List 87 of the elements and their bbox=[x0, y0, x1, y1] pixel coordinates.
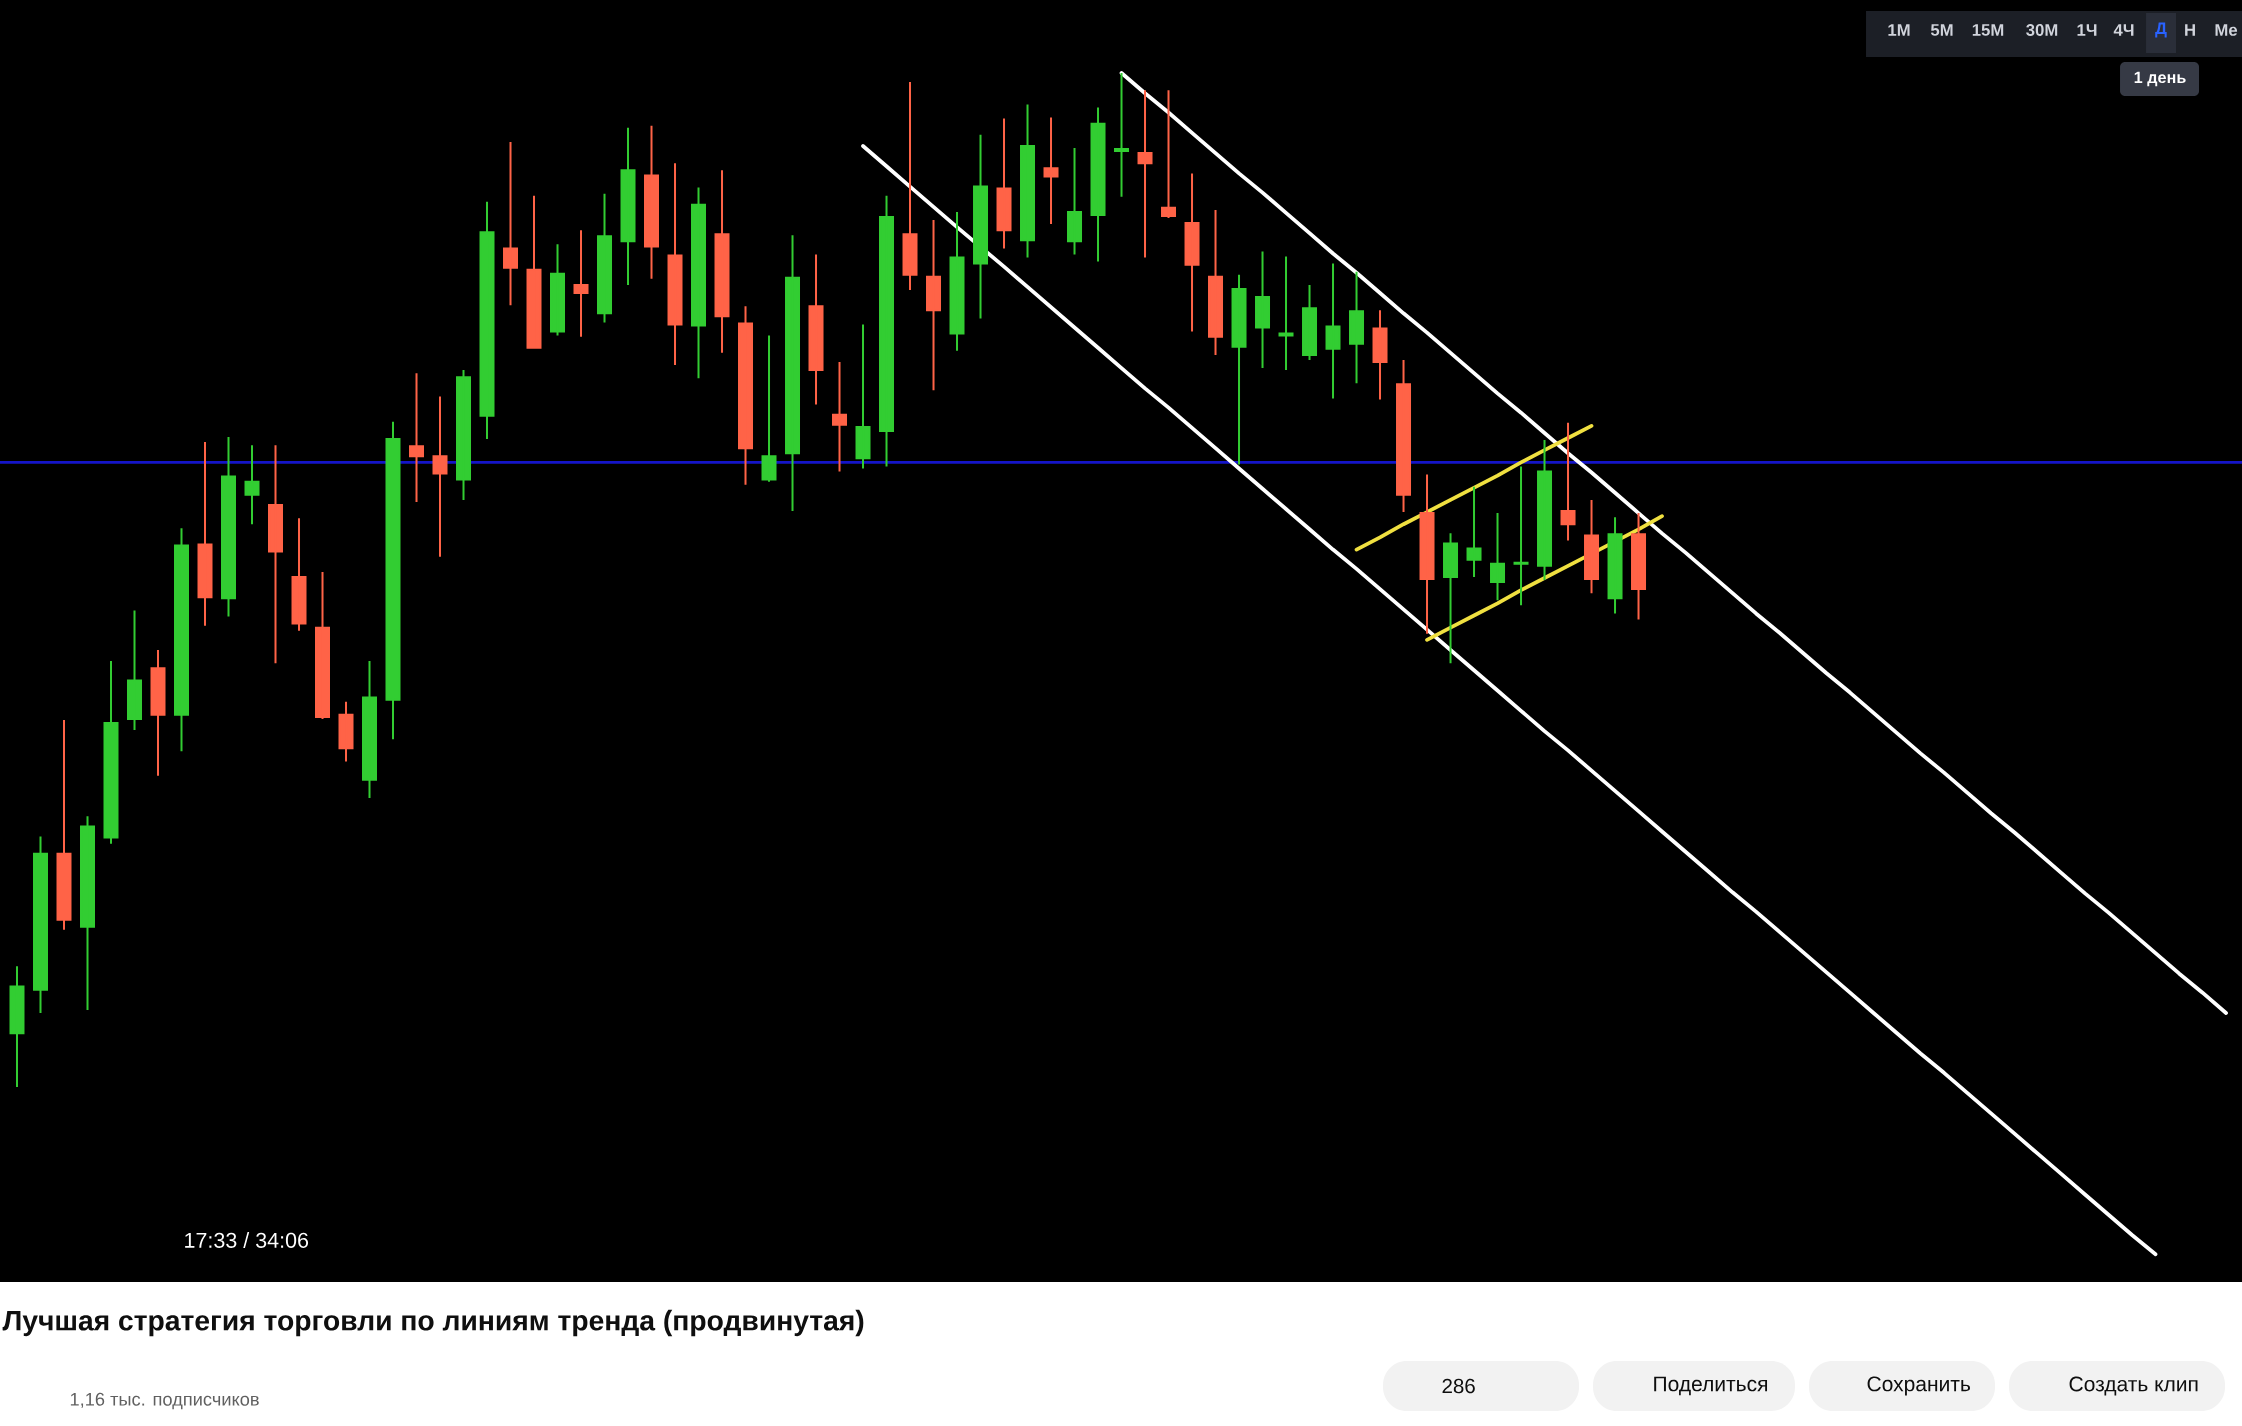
text: Д bbox=[2155, 22, 2167, 38]
candlestick bbox=[362, 660, 378, 800]
candlestick bbox=[855, 323, 871, 470]
candlestick bbox=[832, 360, 848, 473]
text: 1М bbox=[1888, 24, 1910, 36]
candlestick bbox=[1466, 485, 1482, 578]
candlestick bbox=[1067, 147, 1083, 256]
candlestick bbox=[761, 334, 777, 483]
candlestick bbox=[33, 835, 48, 1014]
candlestick bbox=[691, 186, 707, 380]
text: Ме bbox=[2215, 24, 2238, 36]
text: 1Ч bbox=[2077, 24, 2097, 36]
candlestick bbox=[1631, 512, 1647, 621]
text: Поделиться bbox=[1654, 1376, 1768, 1396]
candlestick bbox=[432, 395, 448, 558]
candlestick bbox=[573, 229, 589, 338]
candlestick bbox=[644, 124, 660, 280]
candlestick bbox=[197, 441, 213, 627]
candlestick bbox=[714, 169, 730, 354]
candlestick bbox=[949, 210, 965, 352]
text: 30М bbox=[2026, 24, 2058, 36]
candlestick bbox=[385, 420, 401, 741]
candlestick bbox=[80, 815, 95, 1011]
candlestick bbox=[1278, 255, 1294, 372]
candlestick bbox=[526, 194, 542, 349]
candlestick bbox=[1090, 106, 1106, 263]
text: Сохранить bbox=[1867, 1376, 1971, 1396]
candlestick bbox=[808, 253, 824, 406]
candlestick bbox=[479, 200, 495, 441]
candlestick bbox=[174, 527, 190, 753]
text: 1,16 тыс. подписчиков bbox=[70, 1392, 259, 1410]
candlestick bbox=[1537, 439, 1553, 581]
candlestick bbox=[338, 700, 354, 763]
candlestick bbox=[1020, 103, 1036, 259]
candlestick bbox=[1443, 532, 1459, 665]
candlestick bbox=[503, 140, 519, 307]
candlestick bbox=[1137, 89, 1153, 259]
text: Н bbox=[2185, 24, 2195, 36]
candlestick bbox=[1349, 270, 1365, 385]
candlestick bbox=[1231, 273, 1247, 466]
candlestick bbox=[150, 648, 166, 777]
candlestick bbox=[1372, 309, 1388, 401]
candlestick bbox=[127, 609, 143, 732]
annotation: 1 день bbox=[2134, 71, 2186, 87]
candlestick bbox=[1114, 71, 1130, 198]
candlestick bbox=[973, 133, 989, 320]
candlestick bbox=[103, 660, 119, 845]
candlestick bbox=[996, 117, 1012, 250]
candlestick bbox=[1161, 89, 1177, 219]
candlestick bbox=[1208, 208, 1224, 356]
candlestick bbox=[667, 162, 683, 367]
candlestick bbox=[1513, 465, 1529, 607]
candlestick bbox=[597, 192, 613, 324]
candlestick bbox=[1419, 473, 1435, 635]
candlestick bbox=[879, 194, 895, 468]
text: Создать клип bbox=[2069, 1376, 2198, 1396]
candlestick bbox=[1490, 512, 1506, 602]
text: Лучшая стратегия торговли по линиям тренда (продвинутая) bbox=[2, 1309, 864, 1337]
candlestick bbox=[738, 305, 754, 486]
candlestick bbox=[456, 369, 472, 501]
candlestick bbox=[291, 517, 307, 632]
candlestick bbox=[1302, 283, 1318, 361]
candlestick bbox=[409, 372, 425, 503]
candlestick bbox=[1396, 358, 1412, 514]
candlestick bbox=[315, 570, 330, 720]
candlestick bbox=[1255, 250, 1271, 370]
text: 286 bbox=[1442, 1378, 1475, 1394]
text: 15М bbox=[1972, 24, 2004, 36]
text: 17:33 / 34:06 bbox=[185, 1232, 309, 1248]
text: 5М bbox=[1930, 24, 1953, 36]
candlestick bbox=[1584, 498, 1600, 595]
candlestick bbox=[620, 126, 636, 286]
candlestick bbox=[1325, 262, 1341, 400]
candlestick bbox=[56, 718, 72, 931]
candlestick bbox=[268, 444, 283, 665]
candlestick bbox=[1560, 421, 1576, 542]
candlestick bbox=[926, 219, 942, 392]
candlestick bbox=[785, 234, 801, 513]
candlestick bbox=[1043, 116, 1059, 226]
candlestick bbox=[902, 81, 918, 291]
candlestick bbox=[1607, 516, 1623, 615]
candlestick bbox=[244, 444, 260, 526]
text: 4Ч bbox=[2113, 24, 2134, 36]
candlestick bbox=[9, 965, 25, 1088]
candlestick bbox=[1184, 172, 1200, 333]
candlestick bbox=[221, 436, 236, 618]
candlestick bbox=[550, 243, 566, 337]
